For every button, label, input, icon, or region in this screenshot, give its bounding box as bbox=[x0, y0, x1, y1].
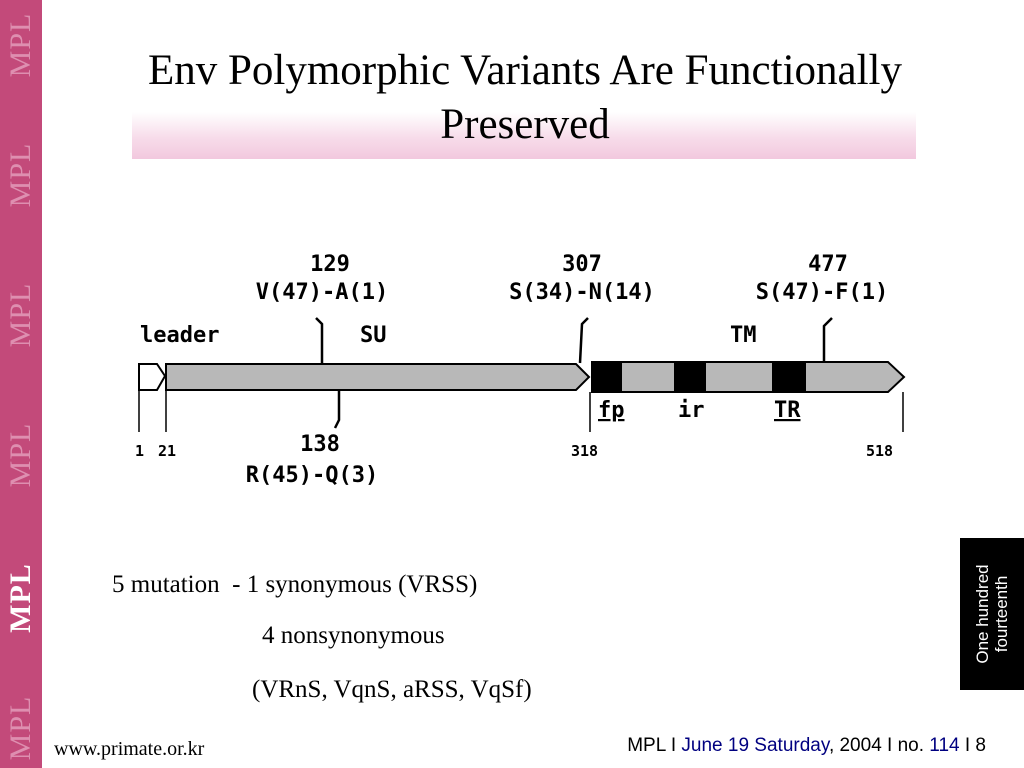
footer-number: 114 bbox=[929, 735, 960, 756]
marker-129 bbox=[315, 317, 324, 363]
position-label: 21 bbox=[158, 442, 176, 460]
variant-change: S(34)-N(14) bbox=[509, 280, 655, 305]
position-label: 518 bbox=[866, 442, 893, 460]
tr-block bbox=[772, 362, 806, 392]
leader-label: leader bbox=[140, 323, 219, 348]
slide-number-text: One hundred fourteenth bbox=[973, 564, 1011, 663]
ir-label: ir bbox=[678, 398, 705, 423]
variant-position: 307 bbox=[562, 252, 602, 277]
variant-change: R(45)-Q(3) bbox=[246, 463, 378, 488]
title-line-2: Preserved bbox=[440, 101, 610, 148]
fp-block bbox=[592, 362, 622, 392]
footer-separator: I no. bbox=[881, 735, 930, 756]
su-label: SU bbox=[360, 323, 387, 348]
variant-position: 138 bbox=[300, 432, 340, 457]
marker-477 bbox=[822, 317, 833, 361]
variant-position: 477 bbox=[808, 252, 848, 277]
tr-label: TR bbox=[774, 398, 801, 423]
leader-arrow bbox=[138, 363, 167, 391]
footer-website-link[interactable]: www.primate.or.kr bbox=[54, 738, 205, 760]
tm-arrow bbox=[591, 361, 906, 393]
footer-page: I 8 bbox=[959, 735, 986, 756]
ir-block bbox=[674, 362, 706, 392]
nonsynonymous-count: 4 nonsynonymous bbox=[262, 622, 445, 649]
footer-date: June 19 Saturday bbox=[681, 735, 829, 756]
variant-position: 129 bbox=[310, 252, 350, 277]
brand-strip: MPL MPL MPL MPL MPL MPL bbox=[0, 0, 42, 768]
marker-307 bbox=[578, 317, 589, 364]
side-line-2: fourteenth bbox=[992, 575, 1011, 653]
title-highlight bbox=[132, 112, 916, 159]
footer-org: MPL bbox=[627, 735, 666, 756]
page-title: Env Polymorphic Variants Are Functionall… bbox=[50, 44, 1000, 152]
title-line-1: Env Polymorphic Variants Are Functionall… bbox=[147, 47, 902, 94]
position-label: 1 bbox=[135, 442, 144, 460]
slide-number-box: One hundred fourteenth bbox=[960, 538, 1024, 690]
fp-label: fp bbox=[598, 398, 625, 423]
variant-change: S(47)-F(1) bbox=[756, 280, 888, 305]
nonsynonymous-list: (VRnS, VqnS, aRSS, VqSf) bbox=[252, 676, 532, 703]
position-label: 318 bbox=[571, 442, 598, 460]
tm-label: TM bbox=[730, 323, 757, 348]
mutation-summary: 5 mutation - 1 synonymous (VRSS) bbox=[112, 571, 478, 598]
footer-info: MPL I June 19 Saturday, 2004 I no. 114 I… bbox=[627, 735, 986, 757]
footer-separator: I bbox=[665, 735, 682, 756]
su-arrow bbox=[165, 363, 591, 391]
side-line-1: One hundred bbox=[973, 564, 992, 664]
variant-change: V(47)-A(1) bbox=[256, 280, 388, 305]
marker-138 bbox=[333, 390, 341, 429]
footer-year: , 2004 bbox=[828, 735, 882, 756]
